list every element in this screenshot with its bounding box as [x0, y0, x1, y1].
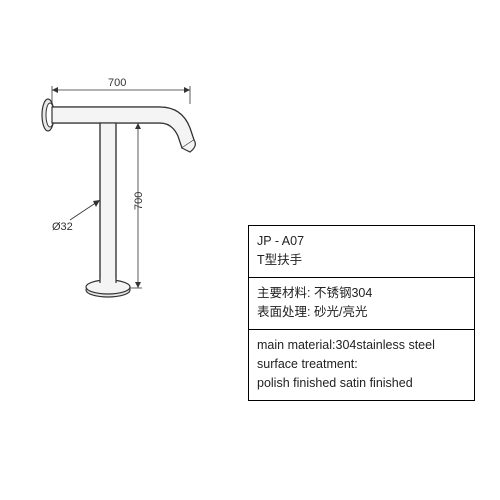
- spec-cn: 主要材料: 不锈钢304 表面处理: 砂光/亮光: [249, 278, 474, 330]
- dim-diameter: Ø32: [52, 221, 73, 233]
- product-diagram: 700 700 Ø32: [30, 60, 230, 320]
- surface-row-cn: 表面处理: 砂光/亮光: [257, 303, 466, 322]
- spec-table: JP - A07 T型扶手 主要材料: 不锈钢304 表面处理: 砂光/亮光 m…: [248, 225, 475, 401]
- material-label-cn: 主要材料:: [257, 286, 310, 300]
- spec-en: main material:304stainless steel surface…: [249, 330, 474, 400]
- material-value-cn: 不锈钢304: [314, 286, 372, 300]
- model-code: JP - A07: [257, 232, 466, 251]
- dim-horizontal: 700: [108, 77, 126, 89]
- surface-label-cn: 表面处理:: [257, 305, 310, 319]
- dim-vertical: 700: [133, 192, 145, 210]
- product-name-cn: T型扶手: [257, 251, 466, 270]
- surface-value-cn: 砂光/亮光: [314, 305, 367, 319]
- spec-header: JP - A07 T型扶手: [249, 226, 474, 278]
- surface-en: polish finished satin finished: [257, 374, 466, 393]
- material-row-cn: 主要材料: 不锈钢304: [257, 284, 466, 303]
- surface-label-en: surface treatment:: [257, 355, 466, 374]
- material-en: main material:304stainless steel: [257, 336, 466, 355]
